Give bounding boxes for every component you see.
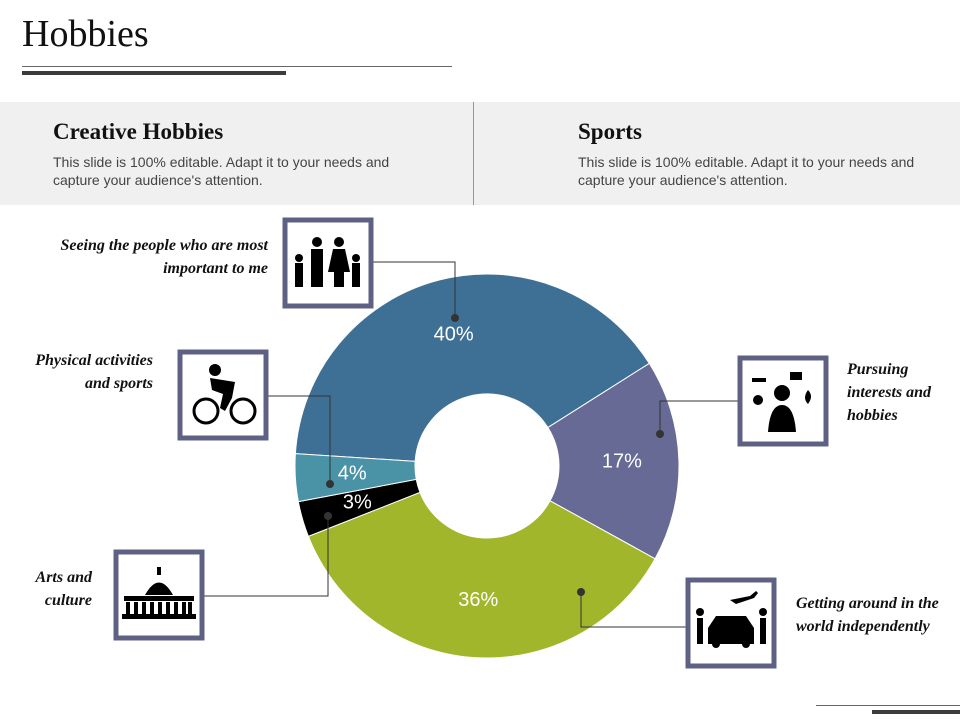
slice-category: Pursuing interests and hobbies: [847, 361, 932, 424]
value-label: 4%: [338, 463, 367, 485]
donut: [294, 273, 680, 659]
value-label: 36%: [458, 589, 498, 611]
rule: [872, 710, 960, 714]
slice-category: Getting around in the world independentl…: [796, 595, 939, 635]
slice-category: Seeing the people who are most important…: [60, 237, 268, 277]
panel-heading: Sports: [578, 119, 642, 144]
header-band: [0, 102, 960, 205]
travel-icon: [696, 591, 767, 648]
family-icon: [295, 237, 360, 287]
rule: [22, 66, 452, 67]
value-label: 3%: [343, 492, 372, 514]
slice-category: Arts and culture: [35, 569, 92, 609]
slide-title: Hobbies: [22, 13, 149, 55]
connectors: [204, 261, 738, 628]
value-label: 17%: [602, 450, 642, 472]
slice: [294, 453, 417, 503]
panel-text: This slide is 100% editable. Adapt it to…: [578, 154, 915, 188]
panel-text: This slide is 100% editable. Adapt it to…: [53, 154, 390, 188]
slice-category: Physical activities and sports: [35, 352, 153, 392]
capitol-icon: [122, 567, 196, 619]
rule: [816, 705, 960, 706]
slice: [307, 491, 656, 659]
cyclist-icon: [192, 364, 257, 425]
interests-icon: [752, 372, 811, 432]
value-label: 40%: [434, 323, 474, 345]
panel-heading: Creative Hobbies: [53, 119, 224, 144]
divider: [473, 102, 474, 205]
slice: [547, 362, 680, 560]
rule: [22, 71, 286, 75]
slice: [294, 273, 650, 462]
value-labels: 40% 17% 36% 3% 4%: [338, 323, 642, 611]
connector-dots: [324, 314, 664, 596]
